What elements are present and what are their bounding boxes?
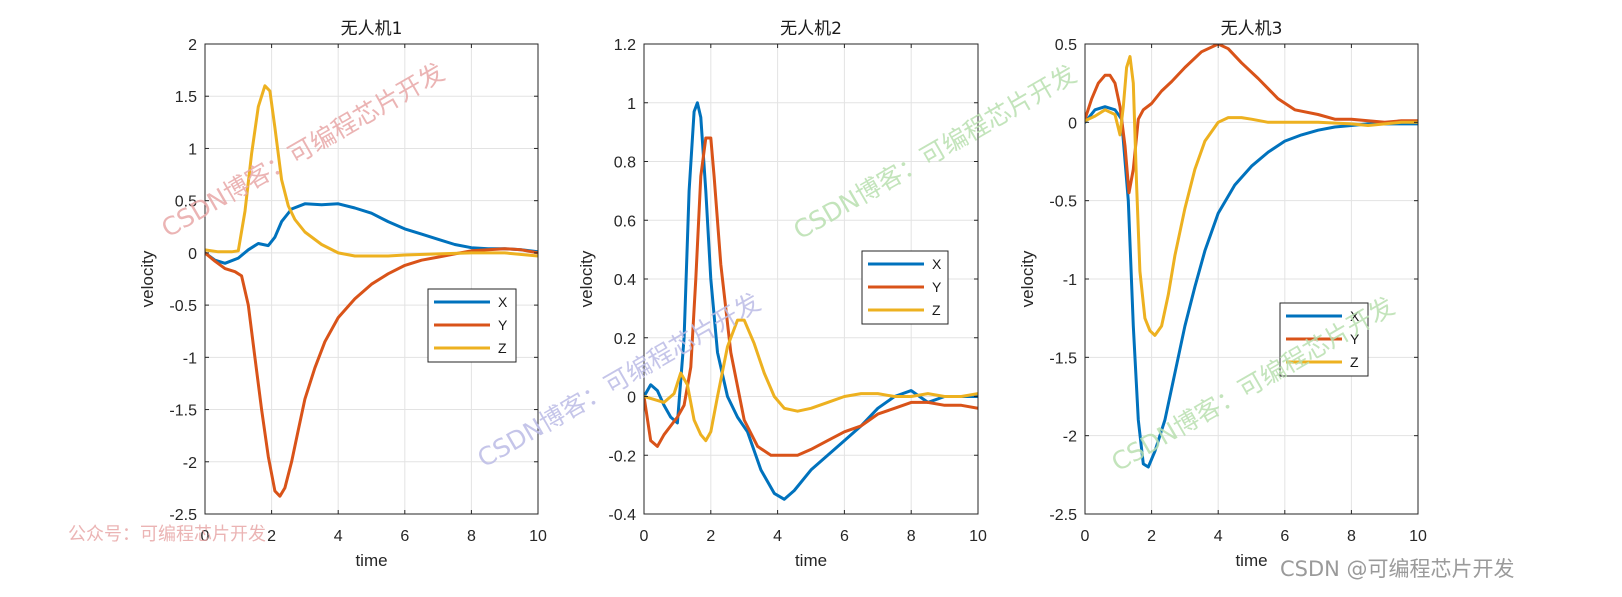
y-tick-label: -1 [1063,272,1077,289]
subplot-title: 无人机2 [780,19,842,39]
x-tick-label: 10 [529,528,547,545]
x-tick-label: 8 [467,528,476,545]
y-tick-label: 0 [627,390,636,407]
y-tick-label: 0.4 [614,272,636,289]
legend-label-z: Z [498,340,507,356]
x-tick-label: 10 [1409,528,1427,545]
x-tick-label: 4 [1214,528,1223,545]
x-tick-label: 0 [201,528,210,545]
y-tick-label: 0.5 [175,194,197,211]
series-lines [205,84,538,498]
y-tick-label: -1 [183,350,197,367]
x-tick-label: 10 [969,528,987,545]
series-line-x [205,202,538,265]
y-tick-label: 2 [188,37,197,54]
y-tick-label: 0.6 [614,213,636,230]
legend-label-y: Y [932,279,942,295]
y-tick-label: 0 [188,246,197,263]
x-tick-label: 2 [1147,528,1156,545]
y-tick-label: -2 [183,455,197,472]
legend-label-z: Z [1350,354,1359,370]
subplot-drone-1: 0 2 4 6 8 10 -2.5 -2 -1.5 -1 -0.5 0 0.5 1 1.5 2 无人机1 ti… [138,19,547,570]
x-tick-label: 2 [267,528,276,545]
legend: XYZ [1279,302,1369,377]
legend-label-y: Y [1350,331,1360,347]
subplot-drone-2: 0 2 4 6 8 10 -0.4 -0.2 0 0.2 0.4 0.6 0.8 1 1.2 无人机2 ti… [577,19,987,570]
series-line-z [205,84,538,258]
series-line-z [644,318,978,443]
series-line-y [1085,44,1418,195]
legend-label-z: Z [932,302,941,318]
y-tick-label: -1.5 [1049,350,1077,367]
y-tick-label: -2.5 [169,507,197,524]
y-tick-label: 1 [188,141,197,158]
legend-label-x: X [932,256,942,272]
x-tick-label: 6 [840,528,849,545]
y-tick-label: -0.5 [169,298,197,315]
x-tick-label: 0 [1081,528,1090,545]
y-tick-label: 0.5 [1055,37,1077,54]
x-tick-label: 8 [907,528,916,545]
legend: XYZ [861,250,949,325]
series-line-y [644,136,978,457]
axes-box [204,43,539,515]
x-tick-label: 6 [1280,528,1289,545]
y-tick-label: 0 [1068,115,1077,132]
x-axis-label: time [795,551,827,570]
watermark-wechat: 公众号：可编程芯片开发 [68,524,266,545]
y-tick-label: -0.4 [608,507,636,524]
x-axis-label: time [355,551,387,570]
tick-marks: 0 2 4 6 8 10 -2.5 -2 -1.5 -1 -0.5 0 0.5 1 1.5 2 [169,37,547,545]
subplot-title: 无人机1 [341,19,403,39]
legend-label-x: X [498,294,508,310]
legend: XYZ [427,288,517,363]
tick-marks: 0 2 4 6 8 10 -2.5 -2 -1.5 -1 -0.5 0 0.5 [1049,37,1427,545]
tick-marks: 0 2 4 6 8 10 -0.4 -0.2 0 0.2 0.4 0.6 0.8 1 1.2 [608,37,987,545]
x-tick-label: 6 [400,528,409,545]
x-tick-label: 2 [706,528,715,545]
series-lines [644,101,978,501]
series-line-z [1085,55,1418,337]
y-tick-label: 0.8 [614,155,636,172]
series-line-x [644,101,978,501]
y-tick-label: 1 [627,96,636,113]
legend-label-x: X [1350,308,1360,324]
y-axis-label: velocity [138,250,157,307]
legend-label-y: Y [498,317,508,333]
subplot-title: 无人机3 [1221,19,1283,39]
x-axis-label: time [1235,551,1267,570]
y-tick-label: -2 [1063,429,1077,446]
y-tick-label: -1.5 [169,403,197,420]
watermark-footer: CSDN @可编程芯片开发 [1280,557,1515,581]
x-tick-label: 4 [334,528,343,545]
series-lines [1085,44,1418,469]
y-axis-label: velocity [1018,250,1037,307]
y-tick-label: 0.2 [614,331,636,348]
y-tick-label: 1.5 [175,89,197,106]
y-tick-label: -2.5 [1049,507,1077,524]
subplot-drone-3: 0 2 4 6 8 10 -2.5 -2 -1.5 -1 -0.5 0 0.5 无人机3 time ve… [1018,19,1427,570]
y-tick-label: -0.5 [1049,194,1077,211]
y-tick-label: -0.2 [608,448,636,465]
y-tick-label: 1.2 [614,37,636,54]
x-tick-label: 0 [640,528,649,545]
x-tick-label: 4 [773,528,782,545]
x-tick-label: 8 [1347,528,1356,545]
y-axis-label: velocity [577,250,596,307]
